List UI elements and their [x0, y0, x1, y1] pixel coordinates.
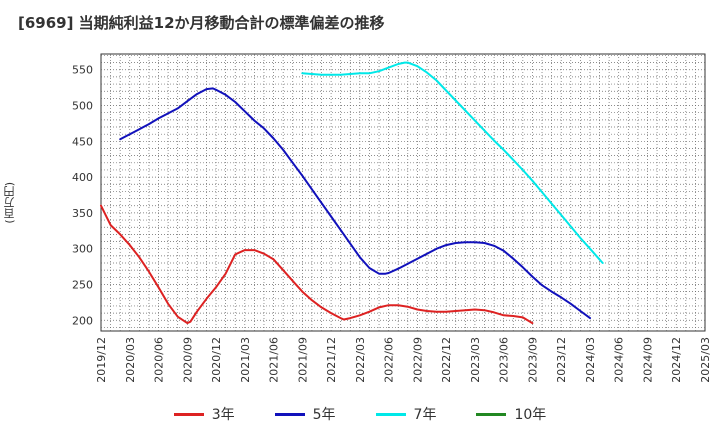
legend-item-2: 7年	[375, 404, 437, 424]
legend-swatch	[274, 412, 305, 416]
x-tick-label: 2024/09	[641, 337, 654, 383]
series-line-0	[100, 204, 534, 325]
y-tick-label: 500	[72, 100, 93, 113]
y-tick-label: 300	[72, 243, 93, 256]
x-tick-label: 2022/06	[383, 337, 396, 383]
legend-item-1: 5年	[274, 404, 336, 424]
x-tick-label: 2020/12	[210, 337, 223, 383]
legend-swatch	[375, 412, 406, 416]
series-line-2	[301, 61, 604, 264]
x-tick-label: 2022/09	[411, 337, 424, 383]
y-tick-label: 200	[72, 314, 93, 327]
x-tick-label: 2023/06	[498, 337, 511, 383]
plot-area	[100, 53, 706, 332]
x-tick-label: 2019/12	[95, 337, 108, 383]
x-tick-label: 2021/03	[239, 337, 252, 383]
x-tick-label: 2022/03	[354, 337, 367, 383]
x-tick-label: 2023/12	[555, 337, 568, 383]
legend-label: 5年	[312, 407, 336, 423]
y-tick-label: 450	[72, 135, 93, 148]
x-tick-label: 2023/09	[526, 337, 539, 383]
legend: 3年 5年 7年 10年	[0, 404, 720, 424]
legend-label: 3年	[211, 407, 235, 423]
series-line-1	[119, 87, 591, 320]
legend-item-0: 3年	[173, 404, 235, 424]
legend-label: 10年	[514, 407, 547, 423]
legend-label: 7年	[413, 407, 437, 423]
chart-title: [6969] 当期純利益12か月移動合計の標準偏差の推移	[18, 14, 385, 32]
y-tick-label: 550	[72, 64, 93, 77]
y-tick-label: 350	[72, 207, 93, 220]
x-tick-label: 2021/09	[296, 337, 309, 383]
x-tick-label: 2021/06	[268, 337, 281, 383]
x-tick-label: 2021/12	[325, 337, 338, 383]
x-tick-label: 2020/09	[181, 337, 194, 383]
x-tick-label: 2023/03	[469, 337, 482, 383]
x-tick-label: 2025/03	[699, 337, 712, 383]
y-tick-label: 400	[72, 171, 93, 184]
x-tick-label: 2020/03	[124, 337, 137, 383]
x-tick-label: 2024/06	[613, 337, 626, 383]
x-tick-label: 2022/12	[440, 337, 453, 383]
legend-swatch	[173, 412, 204, 416]
legend-item-3: 10年	[476, 404, 546, 424]
legend-swatch	[476, 412, 507, 416]
x-tick-label: 2020/06	[153, 337, 166, 383]
x-tick-label: 2024/03	[584, 337, 597, 383]
y-tick-label: 250	[72, 278, 93, 291]
x-tick-label: 2024/12	[670, 337, 683, 383]
